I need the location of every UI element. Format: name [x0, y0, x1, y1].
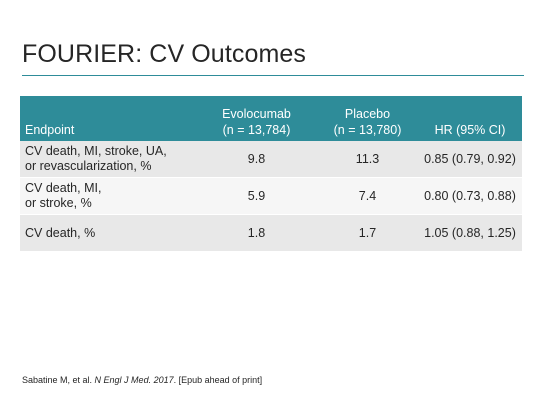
- hr-cell: 0.85 (0.79, 0.92): [418, 141, 522, 178]
- table-row: CV death, % 1.8 1.7 1.05 (0.88, 1.25): [20, 214, 522, 252]
- endpoint-cell: CV death, %: [20, 214, 196, 252]
- header-evolocumab-n: (n = 13,784): [222, 123, 291, 137]
- header-hr: HR (95% CI): [418, 96, 522, 141]
- endpoint-text: CV death, MI, stroke, UA,: [25, 144, 167, 158]
- endpoint-text: CV death, MI,: [25, 181, 102, 195]
- header-endpoint: Endpoint: [20, 96, 196, 141]
- table-row: CV death, MI, stroke, UA, or revasculari…: [20, 141, 522, 178]
- hr-cell: 1.05 (0.88, 1.25): [418, 214, 522, 252]
- citation-authors: Sabatine M, et al.: [22, 375, 95, 385]
- header-evolocumab-label: Evolocumab: [222, 107, 291, 121]
- endpoint-cell: CV death, MI, or stroke, %: [20, 177, 196, 215]
- header-placebo: Placebo (n = 13,780): [317, 96, 418, 141]
- endpoint-text: or stroke, %: [25, 196, 92, 210]
- citation-status: . [Epub ahead of print]: [173, 375, 263, 385]
- citation-footnote: Sabatine M, et al. N Engl J Med. 2017. […: [22, 375, 262, 385]
- endpoint-text: CV death, %: [25, 225, 96, 240]
- placebo-cell: 11.3: [317, 141, 418, 178]
- citation-journal: N Engl J Med. 2017: [94, 375, 174, 385]
- endpoint-text: or revascularization, %: [25, 159, 152, 173]
- title-divider: [22, 75, 524, 76]
- evolocumab-cell: 5.9: [196, 177, 317, 215]
- header-hr-label: HR (95% CI): [434, 123, 506, 137]
- table-row: CV death, MI, or stroke, % 5.9 7.4 0.80 …: [20, 177, 522, 215]
- table-header-row: Endpoint Evolocumab (n = 13,784) Placebo…: [20, 96, 522, 141]
- endpoint-cell: CV death, MI, stroke, UA, or revasculari…: [20, 141, 196, 178]
- placebo-cell: 1.7: [317, 214, 418, 252]
- header-placebo-n: (n = 13,780): [333, 123, 402, 137]
- header-placebo-label: Placebo: [344, 107, 391, 121]
- header-evolocumab: Evolocumab (n = 13,784): [196, 96, 317, 141]
- placebo-cell: 7.4: [317, 177, 418, 215]
- outcomes-table: Endpoint Evolocumab (n = 13,784) Placebo…: [20, 96, 522, 252]
- header-endpoint-label: Endpoint: [25, 123, 75, 137]
- slide-title: FOURIER: CV Outcomes: [22, 40, 306, 68]
- evolocumab-cell: 1.8: [196, 214, 317, 252]
- evolocumab-cell: 9.8: [196, 141, 317, 178]
- hr-cell: 0.80 (0.73, 0.88): [418, 177, 522, 215]
